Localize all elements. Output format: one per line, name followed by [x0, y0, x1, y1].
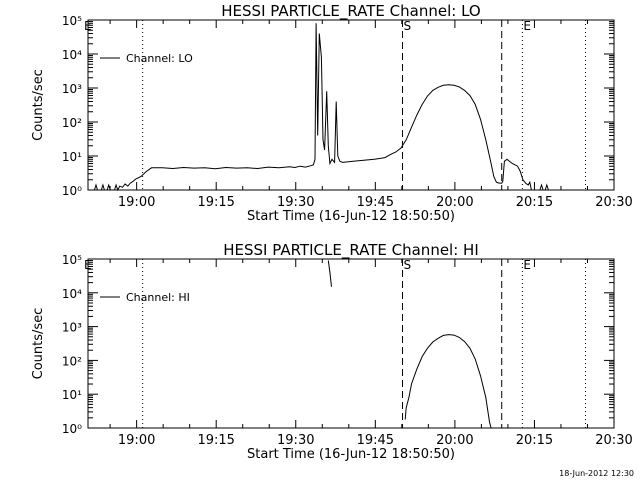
x-tick-label: 19:30	[277, 195, 314, 210]
event-marker-label: E	[523, 19, 531, 33]
y-tick-label: 10⁵	[62, 14, 82, 28]
y-tick-label: 10³	[62, 82, 82, 96]
legend-label: Channel: LO	[126, 52, 193, 65]
x-axis-label: Start Time (16-Jun-12 18:50:50)	[247, 209, 455, 224]
series-line	[327, 260, 332, 287]
series-line	[539, 183, 549, 191]
x-tick-label: 19:15	[197, 195, 234, 210]
x-tick-label: 19:00	[118, 433, 155, 448]
x-tick-label: 19:30	[277, 433, 314, 448]
x-tick-label: 19:45	[357, 195, 394, 210]
x-tick-label: 20:00	[436, 195, 473, 210]
y-tick-label: 10¹	[62, 388, 82, 402]
panel-channel-lo: HESSI PARTICLE_RATE Channel: LO Start Tim…	[31, 2, 633, 224]
series-line	[404, 334, 492, 429]
y-tick-label: 10⁰	[62, 422, 82, 436]
x-tick-label: 20:00	[436, 433, 473, 448]
x-tick-label: 20:30	[595, 195, 632, 210]
y-axis-label: Counts/sec	[31, 308, 46, 380]
chart-title: HESSI PARTICLE_RATE Channel: HI	[223, 241, 479, 260]
chart-title: HESSI PARTICLE_RATE Channel: LO	[221, 2, 480, 21]
x-tick-label: 19:45	[357, 433, 394, 448]
x-tick-label: 20:15	[516, 195, 553, 210]
y-tick-label: 10¹	[62, 150, 82, 164]
y-tick-label: 10⁴	[62, 287, 82, 301]
x-tick-label: 20:30	[595, 433, 632, 448]
y-axis-label: Counts/sec	[31, 69, 46, 141]
series-line	[93, 23, 532, 192]
y-tick-label: 10⁵	[62, 253, 82, 267]
event-marker-label: E	[84, 19, 92, 33]
panel-channel-hi: HESSI PARTICLE_RATE Channel: HI Start Tim…	[31, 241, 633, 462]
event-marker-label: E	[84, 258, 92, 272]
y-tick-label: 10²	[62, 354, 82, 368]
event-marker-label: S	[404, 258, 412, 272]
y-tick-label: 10³	[62, 321, 82, 335]
event-marker-label: S	[404, 19, 412, 33]
x-axis-label: Start Time (16-Jun-12 18:50:50)	[247, 447, 455, 462]
event-marker-label: E	[523, 258, 531, 272]
x-tick-label: 19:15	[197, 433, 234, 448]
plot-frame	[87, 19, 615, 191]
y-tick-label: 10⁰	[62, 184, 82, 198]
x-tick-label: 19:00	[118, 195, 155, 210]
y-tick-label: 10⁴	[62, 48, 82, 62]
legend-label: Channel: HI	[126, 291, 190, 304]
x-tick-label: 20:15	[516, 433, 553, 448]
plot-frame	[87, 258, 615, 429]
footer-timestamp: 18-Jun-2012 12:30	[559, 469, 634, 478]
y-tick-label: 10²	[62, 116, 82, 130]
